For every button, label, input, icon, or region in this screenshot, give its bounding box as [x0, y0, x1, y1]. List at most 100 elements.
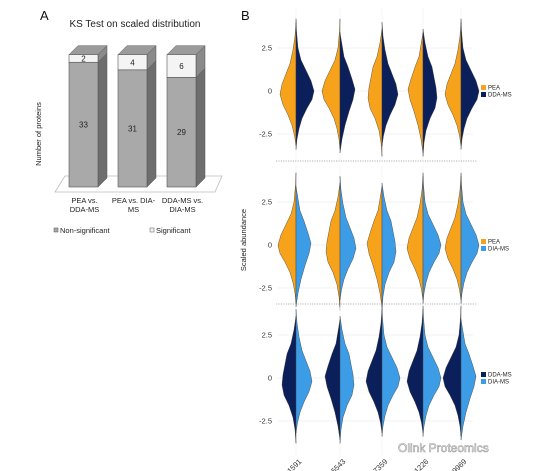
split-violin	[321, 18, 356, 153]
panel-a-label: A	[40, 8, 49, 23]
violin-right-half	[339, 176, 357, 301]
bar-chart-category-labels: PEA vs. DDA-MS PEA vs. DIA-MS DDA-MS vs. DIA…	[70, 196, 203, 214]
bar-side-nonsignificant	[195, 67, 206, 188]
y-tick-label: -2.5	[259, 284, 272, 293]
violin-right-half	[295, 18, 315, 150]
violin-right-half	[422, 305, 442, 437]
bar-group: 33 2	[68, 45, 108, 188]
y-tick-label: -2.5	[259, 130, 272, 139]
bar-group: 31 4	[117, 45, 157, 188]
bar-value-label: 2	[81, 54, 86, 63]
legend-swatch	[481, 92, 486, 97]
violin-left-half	[366, 186, 383, 307]
y-tick-label: 0	[268, 87, 272, 96]
violin-facets: -2.502.5PEADDA-MS-2.502.5PEADIA-MS-2.502…	[259, 8, 512, 455]
y-tick-label: 2.5	[262, 198, 272, 207]
legend-label: Significant	[156, 226, 192, 235]
bar-category-label: PEA vs. DIA-MS	[112, 196, 156, 214]
bar-chart-panel: KS Test on scaled distribution Number of…	[34, 19, 223, 235]
violin-right-half	[295, 309, 313, 434]
violin-left-half	[442, 305, 462, 437]
legend-swatch	[481, 239, 486, 244]
violin-left-half	[406, 176, 424, 301]
split-violin	[324, 316, 355, 444]
split-violin	[444, 18, 480, 150]
x-category-label: Q99969	[443, 457, 468, 471]
split-violin	[277, 172, 312, 307]
split-violin	[325, 176, 357, 311]
legend-swatch	[481, 85, 486, 90]
split-violin	[367, 22, 399, 157]
legend-label: PEA	[488, 240, 500, 246]
legend-swatch	[149, 227, 155, 233]
violin-left-half	[407, 32, 424, 153]
violin-left-half	[277, 172, 297, 304]
legend-swatch	[481, 379, 486, 384]
x-category-label: P11226	[406, 457, 430, 471]
bar-chart-bars: 33 2 31 4 29 6	[68, 45, 206, 188]
violin-left-half	[444, 22, 462, 147]
y-tick-label: 0	[268, 241, 272, 250]
legend-label: DDA-MS	[488, 93, 512, 99]
split-violin	[406, 305, 442, 437]
legend-swatch	[481, 372, 486, 377]
x-category-label: P01591	[279, 457, 304, 471]
bar-value-label: 6	[179, 62, 184, 71]
x-category-label: P07359	[365, 457, 390, 471]
violin-chart-panel: Scaled abundance -2.502.5PEADDA-MS-2.502…	[239, 8, 512, 471]
bar-value-label: 29	[177, 128, 186, 137]
violin-left-half	[367, 29, 383, 157]
split-violin	[407, 29, 438, 157]
violin-left-half	[444, 176, 462, 301]
bar-category-label: DDA-MS vs. DIA-MS	[162, 196, 203, 214]
violin-left-half	[325, 183, 341, 311]
split-violin	[444, 172, 480, 304]
split-violin	[406, 172, 442, 304]
panel-b-label: B	[241, 8, 250, 23]
violin-left-half	[324, 319, 341, 440]
violin-right-half	[339, 316, 355, 444]
violin-right-half	[339, 32, 356, 153]
violin-right-half	[422, 172, 442, 304]
violin-right-half	[460, 172, 480, 304]
bar-group: 29 6	[166, 45, 206, 188]
bar-chart-legend: Non-significant Significant	[53, 226, 192, 235]
violin-category-labels: P01591 P05543 P07359 P11226 Q99969	[279, 457, 469, 471]
legend-swatch	[481, 246, 486, 251]
violin-chart-ylabel: Scaled abundance	[239, 209, 248, 271]
legend-label: PEA	[488, 86, 500, 92]
x-category-label: P05543	[323, 457, 348, 471]
violin-right-half	[381, 183, 397, 311]
violin-left-half	[406, 309, 424, 434]
y-tick-label: 2.5	[262, 331, 272, 340]
violin-left-half	[281, 316, 297, 444]
violin-left-half	[365, 309, 383, 434]
bar-value-label: 33	[79, 121, 88, 130]
legend-label: DDA-MS	[488, 373, 512, 379]
split-violin	[442, 305, 477, 440]
bar-value-label: 31	[128, 124, 137, 133]
watermark-text: Olink Proteomics	[398, 441, 489, 455]
bar-top	[117, 45, 157, 55]
legend-label: DIA-MS	[488, 380, 509, 386]
bar-top	[68, 45, 108, 55]
split-violin	[366, 183, 397, 311]
bar-side-nonsignificant	[97, 52, 108, 188]
bar-side-nonsignificant	[146, 60, 157, 188]
split-violin	[365, 305, 401, 437]
legend-swatch	[53, 227, 59, 233]
split-violin	[281, 309, 313, 444]
violin-right-half	[295, 186, 312, 307]
bar-nonsignificant	[166, 77, 197, 188]
bar-category-label: PEA vs. DDA-MS	[70, 196, 100, 214]
violin-right-half	[460, 18, 480, 150]
bar-nonsignificant	[68, 61, 99, 188]
y-tick-label: 2.5	[262, 44, 272, 53]
bar-nonsignificant	[117, 69, 148, 188]
split-violin	[279, 18, 315, 150]
bar-value-label: 4	[130, 58, 135, 67]
legend-label: Non-significant	[60, 226, 111, 235]
